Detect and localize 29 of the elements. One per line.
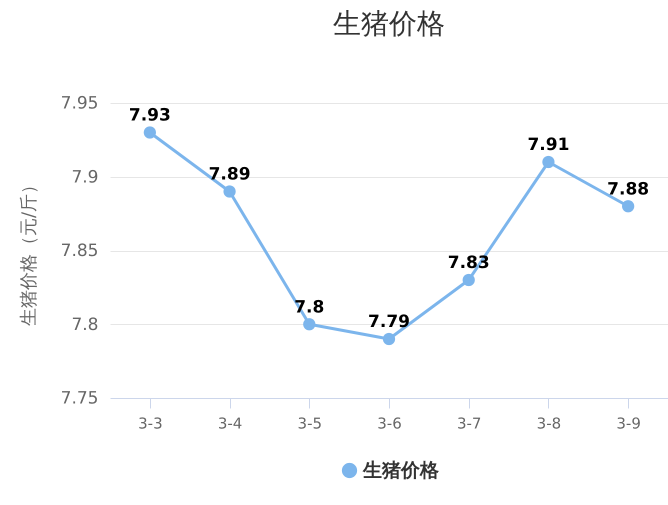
point bbox=[382, 332, 396, 346]
point bbox=[144, 126, 156, 139]
y-tick-label: 7.95 bbox=[60, 94, 98, 114]
y-axis-title: 生猪价格（元/斤） bbox=[18, 176, 40, 326]
data-label: 7.79 bbox=[368, 312, 410, 332]
data-label: 7.93 bbox=[128, 106, 171, 126]
point bbox=[462, 274, 475, 286]
y-tick-label: 7.8 bbox=[71, 314, 98, 335]
x-tick-label: 3-7 bbox=[456, 414, 482, 432]
data-label: 7.91 bbox=[527, 135, 570, 155]
y-tick-label: 7.75 bbox=[60, 388, 98, 408]
x-tick-label: 3-6 bbox=[377, 414, 402, 432]
y-tick-label: 7.9 bbox=[71, 167, 98, 188]
x-tick-label: 3-4 bbox=[218, 414, 242, 432]
data-label: 7.88 bbox=[607, 179, 650, 200]
point bbox=[542, 156, 555, 168]
point bbox=[223, 185, 236, 198]
chart-title: 生猪价格 bbox=[333, 7, 445, 40]
legend-label: 生猪价格 bbox=[362, 460, 440, 482]
x-tick-label: 3-5 bbox=[298, 414, 322, 432]
x-tick-label: 3-8 bbox=[536, 414, 562, 432]
data-label: 7.8 bbox=[294, 297, 324, 318]
x-tick-label: 3-9 bbox=[616, 414, 641, 432]
y-tick-label: 7.85 bbox=[60, 241, 98, 261]
data-label: 7.83 bbox=[448, 253, 490, 273]
point bbox=[622, 200, 634, 212]
x-tick-label: 3-3 bbox=[138, 414, 163, 432]
point bbox=[303, 318, 316, 330]
data-label: 7.89 bbox=[208, 164, 251, 184]
